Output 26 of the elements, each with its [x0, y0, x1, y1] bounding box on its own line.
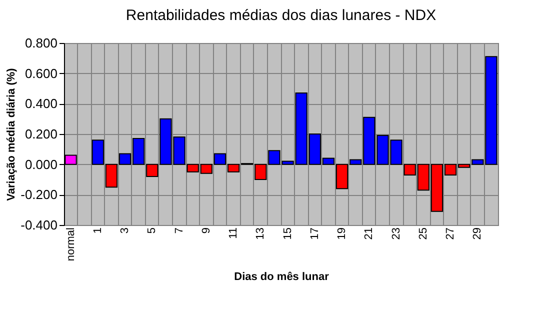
- x-tick-label: 17: [308, 228, 321, 240]
- y-tick-label: 0.800: [24, 36, 58, 50]
- x-tick-label: 3: [119, 228, 132, 234]
- y-tick-label: 0.000: [24, 156, 58, 172]
- y-tick-label: -0.400: [20, 218, 58, 232]
- x-axis-title: Dias do mês lunar: [234, 271, 330, 284]
- x-tick-label: 29: [472, 228, 484, 240]
- x-tick-label: 5: [146, 228, 158, 234]
- x-tick-label: 19: [336, 228, 348, 240]
- x-tick-label: 15: [282, 228, 294, 240]
- x-tick-label: 25: [417, 228, 430, 240]
- x-tick-label: 13: [254, 228, 267, 240]
- y-tick-label: 0.600: [24, 66, 58, 81]
- y-axis-title: Variação média diária (%): [6, 68, 18, 201]
- x-tick-label: 7: [173, 228, 186, 234]
- y-tick-label: -0.200: [20, 187, 58, 202]
- x-tick-label: 23: [390, 228, 402, 240]
- x-tick-label: 1: [92, 228, 104, 234]
- x-tick-label: 21: [363, 228, 376, 240]
- y-tick-label: 0.200: [24, 126, 58, 142]
- x-tick-label: 9: [200, 228, 212, 234]
- x-tick-label: 11: [228, 228, 240, 239]
- y-tick-label: 0.400: [24, 96, 58, 112]
- x-tick-label: 27: [444, 228, 457, 240]
- x-tick-label: normal: [64, 228, 77, 262]
- chart-title: Rentabilidades médias dos dias lunares - NDX: [126, 7, 436, 24]
